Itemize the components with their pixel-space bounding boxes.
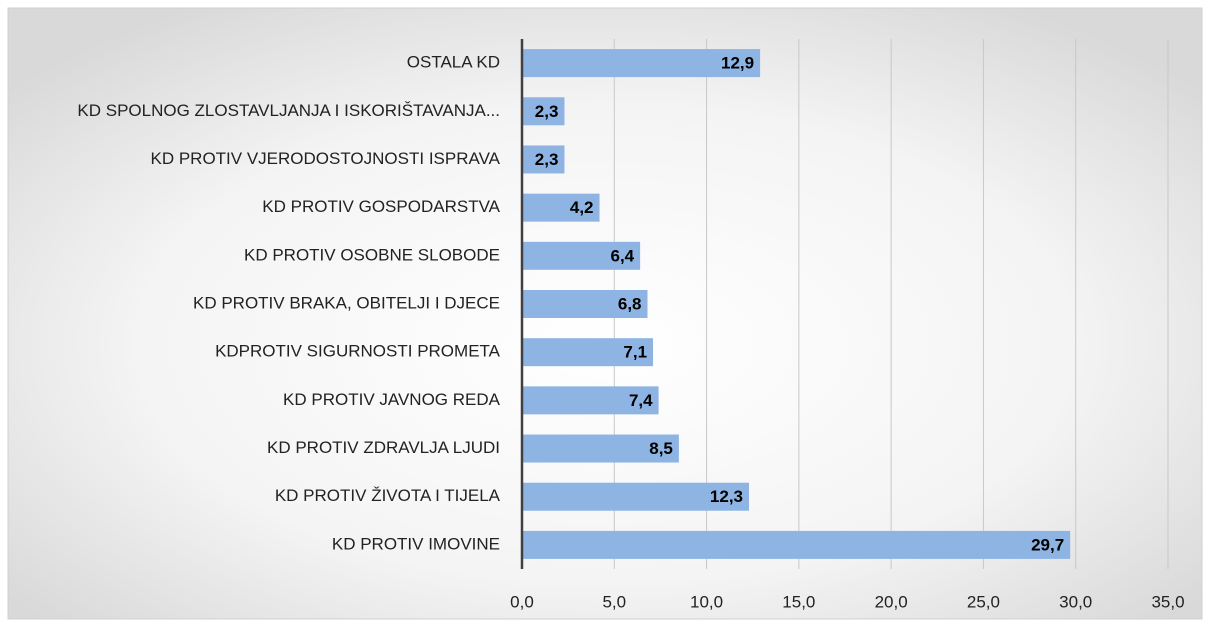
value-label: 6,4 (610, 246, 634, 265)
bar (522, 193, 600, 222)
bar (522, 530, 1071, 559)
value-label: 4,2 (570, 198, 594, 217)
y-tick-label: KD PROTIV BRAKA, OBITELJI I DJECE (193, 293, 500, 312)
y-tick-label: OSTALA KD (407, 53, 500, 72)
value-label: 6,8 (618, 294, 642, 313)
y-tick-label: KD PROTIV OSOBNE SLOBODE (244, 245, 500, 264)
value-label: 29,7 (1031, 535, 1064, 554)
x-tick-label: 15,0 (782, 592, 815, 611)
x-tick-label: 25,0 (967, 592, 1000, 611)
bar (522, 434, 679, 463)
bar (522, 386, 659, 415)
value-label: 2,3 (535, 102, 559, 121)
y-tick-label: KDPROTIV SIGURNOSTI PROMETA (215, 342, 501, 361)
y-tick-label: KD PROTIV IMOVINE (332, 534, 500, 553)
y-tick-label: KD PROTIV JAVNOG REDA (283, 390, 501, 409)
bar (522, 49, 761, 78)
y-tick-label: KD PROTIV VJERODOSTOJNOSTI ISPRAVA (150, 149, 500, 168)
value-label: 8,5 (649, 439, 673, 458)
x-tick-label: 20,0 (875, 592, 908, 611)
x-tick-label: 10,0 (690, 592, 723, 611)
value-label: 2,3 (535, 150, 559, 169)
x-tick-label: 35,0 (1151, 592, 1184, 611)
bar (522, 290, 648, 318)
x-tick-label: 5,0 (602, 592, 626, 611)
value-label: 12,3 (710, 487, 743, 506)
x-tick-label: 30,0 (1059, 592, 1092, 611)
y-tick-label: KD PROTIV ŽIVOTA I TIJELA (275, 486, 501, 505)
value-label: 12,9 (721, 54, 754, 73)
y-tick-label: KD PROTIV GOSPODARSTVA (262, 197, 500, 216)
bar (522, 482, 750, 511)
value-label: 7,1 (623, 343, 647, 362)
bar (522, 338, 654, 367)
value-label: 7,4 (629, 391, 653, 410)
y-tick-label: KD PROTIV ZDRAVLJA LJUDI (267, 438, 500, 457)
x-tick-label: 0,0 (510, 592, 534, 611)
bar (522, 145, 565, 174)
bar (522, 241, 641, 270)
y-tick-label: KD SPOLNOG ZLOSTAVLJANJA I ISKORIŠTAVANJ… (77, 101, 500, 120)
bar (522, 97, 565, 126)
